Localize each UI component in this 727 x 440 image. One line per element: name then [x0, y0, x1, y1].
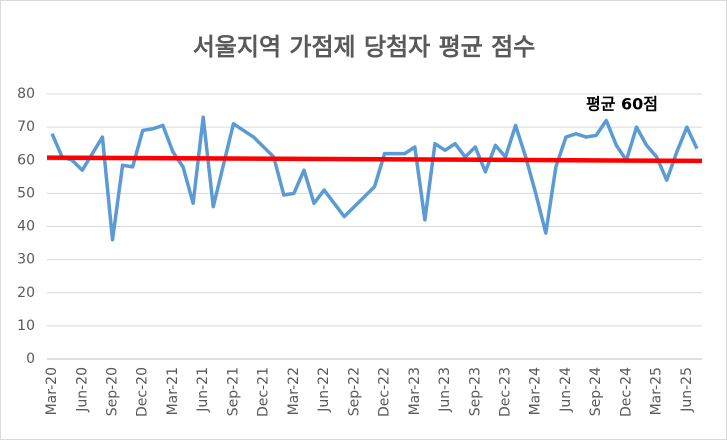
x-tick-label: Jun-23: [437, 367, 453, 413]
y-tick-label: 10: [17, 318, 35, 334]
average-line: [46, 155, 703, 164]
y-tick-label: 70: [17, 119, 35, 135]
chart-title: 서울지역 가점제 당첨자 평균 점수: [193, 33, 536, 61]
x-tick-label: Jun-25: [679, 367, 695, 413]
annotation: 평균 60점: [586, 95, 658, 114]
x-tick-label: Jun-22: [316, 367, 332, 413]
y-tick-label: 20: [17, 285, 35, 301]
data-line: [50, 115, 699, 242]
y-tick-label: 80: [17, 86, 35, 102]
y-tick-label: 50: [17, 185, 35, 201]
x-tick-label: Sep-22: [346, 367, 362, 416]
x-tick-label: Jun-24: [558, 367, 574, 413]
y-tick-label: 0: [26, 351, 35, 367]
y-tick-label: 60: [17, 152, 35, 168]
x-tick-label: Sep-21: [225, 367, 241, 416]
x-tick-label: Mar-22: [286, 367, 302, 415]
x-tick-label: Mar-23: [407, 367, 423, 415]
x-tick-label: Dec-20: [135, 367, 151, 417]
y-tick-label: 40: [17, 219, 35, 235]
x-tick-label: Dec-21: [256, 367, 272, 417]
x-tick-label: Sep-20: [105, 367, 121, 416]
x-tick-label: Sep-24: [588, 367, 604, 416]
y-tick-label: 30: [17, 252, 35, 268]
x-tick-label: Mar-21: [165, 367, 181, 415]
x-tick-label: Mar-24: [528, 367, 544, 415]
x-tick-label: Dec-23: [498, 367, 514, 417]
x-tick-label: Jun-20: [74, 367, 90, 413]
x-tick-label: Dec-24: [618, 367, 634, 417]
x-tick-label: Jun-21: [195, 367, 211, 413]
x-tick-label: Mar-20: [44, 367, 60, 415]
x-tick-label: Mar-25: [649, 367, 665, 415]
x-tick-label: Dec-22: [377, 367, 393, 417]
x-tick-label: Sep-23: [467, 367, 483, 416]
